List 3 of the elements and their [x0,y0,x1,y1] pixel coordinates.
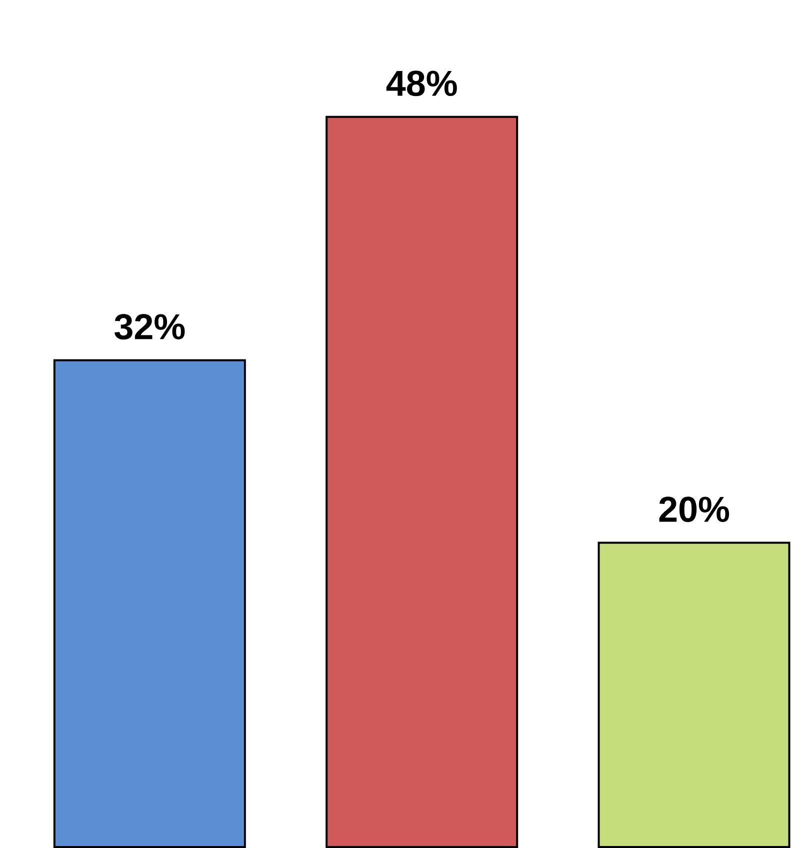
data-label: 32% [114,314,185,340]
data-label: 48% [386,70,457,96]
data-label: 20% [659,496,730,522]
